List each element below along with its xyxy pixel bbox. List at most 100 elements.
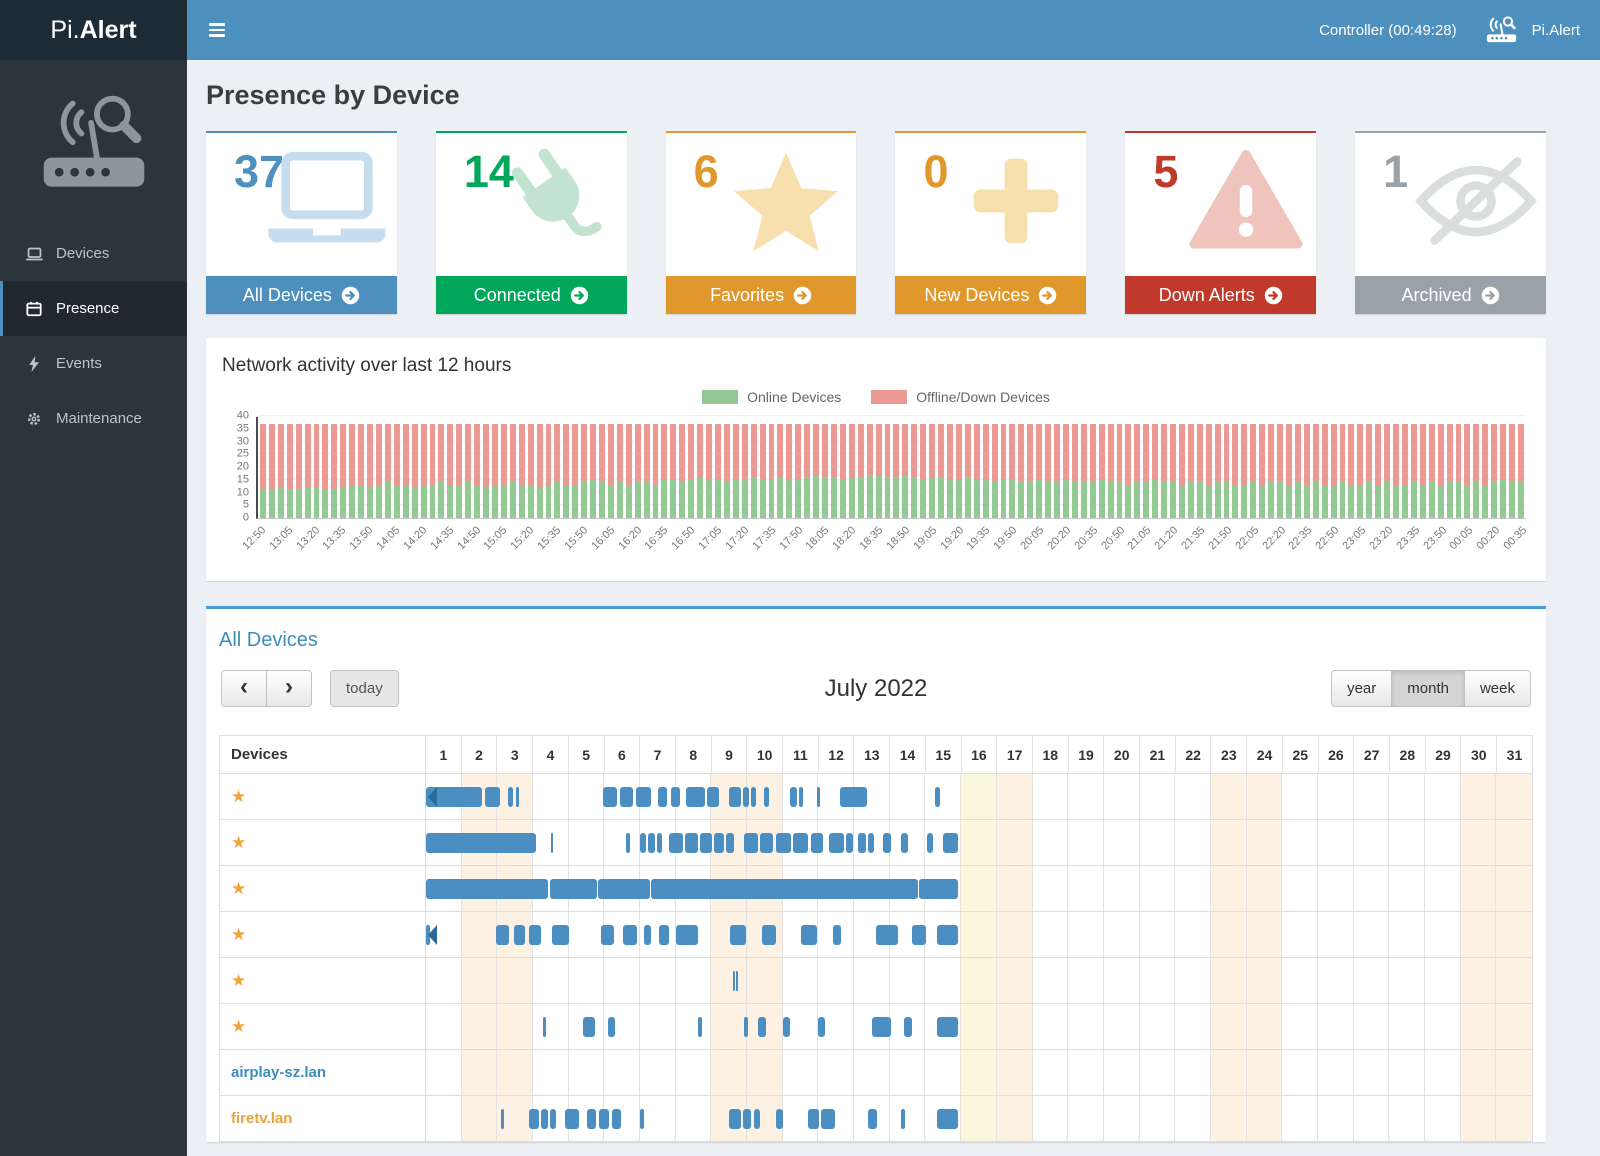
legend-offline-down-devices[interactable]: Offline/Down Devices [871, 389, 1050, 405]
presence-bar [801, 925, 817, 945]
day-cell [890, 1096, 926, 1141]
presence-bar [911, 925, 927, 945]
view-month-button[interactable]: month [1391, 670, 1465, 707]
day-cell [1389, 1004, 1425, 1049]
presence-bar [901, 833, 909, 853]
activity-bar [1089, 423, 1096, 518]
day-cell [1425, 866, 1461, 911]
day-cell [1318, 912, 1354, 957]
day-header-6: 6 [605, 736, 641, 773]
day-cell [1210, 866, 1247, 911]
device-cell: airplay-sz.lan [220, 1050, 426, 1095]
view-year-button[interactable]: year [1331, 670, 1393, 707]
device-name[interactable]: firetv.lan [231, 1110, 293, 1127]
summary-card-archived[interactable]: 1 Archived [1355, 131, 1546, 314]
summary-card-favorites[interactable]: 6 Favorites [665, 131, 857, 314]
activity-bar [268, 423, 275, 518]
sidebar-item-maintenance[interactable]: Maintenance [0, 391, 187, 446]
day-cell [890, 774, 926, 819]
day-header-9: 9 [712, 736, 748, 773]
day-cell [1389, 1050, 1425, 1095]
card-link-all-devices[interactable]: All Devices [206, 276, 397, 314]
today-button[interactable]: today [330, 670, 399, 707]
activity-bar [866, 423, 873, 518]
card-count: 14 [463, 146, 514, 197]
favorite-star-icon[interactable]: ★ [231, 971, 247, 990]
favorite-star-icon[interactable]: ★ [231, 925, 247, 944]
favorite-star-icon[interactable]: ★ [231, 1017, 247, 1036]
network-activity-panel: Network activity over last 12 hours Onli… [206, 338, 1546, 581]
logo-suffix: Alert [79, 15, 137, 44]
day-cell [1389, 866, 1425, 911]
day-cell [1460, 820, 1497, 865]
laptop-icon [25, 246, 43, 262]
card-count: 1 [1383, 146, 1409, 197]
presence-bar [936, 925, 958, 945]
card-link-new-devices[interactable]: New Devices [895, 276, 1087, 314]
day-cell [1496, 820, 1532, 865]
day-cell [1354, 958, 1390, 1003]
day-cell [890, 1050, 926, 1095]
prev-month-button[interactable]: ‹ [221, 670, 267, 707]
day-cell [1140, 866, 1176, 911]
presence-bar [821, 1109, 835, 1129]
day-cell [1140, 1096, 1176, 1141]
calendar-day-headers: 1 2 3 4 5 6 7 8 9 10 11 12 13 14 15 16 17 18 19 20 21 22 23 24 2… [426, 736, 1532, 773]
day-cell [604, 1096, 641, 1141]
summary-card-down-alerts[interactable]: 5 Down Alerts [1125, 131, 1317, 314]
day-cell [1210, 1050, 1247, 1095]
summary-card-connected[interactable]: 14 Connected [435, 131, 627, 314]
activity-bar [991, 423, 998, 518]
device-cell: firetv.lan [220, 1096, 426, 1141]
day-cell [533, 1004, 569, 1049]
card-link-down-alerts[interactable]: Down Alerts [1125, 276, 1317, 314]
sidebar-item-devices[interactable]: Devices [0, 226, 187, 281]
activity-bar [634, 423, 641, 518]
card-body: 5 [1125, 133, 1316, 276]
activity-bar [1107, 423, 1114, 518]
activity-bar [938, 423, 944, 518]
summary-card-all-devices[interactable]: 37 All Devices [206, 131, 397, 314]
sidebar-toggle-button[interactable] [207, 17, 227, 43]
sidebar-item-events[interactable]: Events [0, 336, 187, 391]
presence-bar [904, 1017, 913, 1037]
day-cell [1460, 1096, 1497, 1141]
next-month-button[interactable]: › [266, 670, 312, 707]
day-header-21: 21 [1140, 736, 1176, 773]
app-logo[interactable]: Pi. Alert [0, 0, 187, 60]
device-name[interactable]: airplay-sz.lan [231, 1064, 327, 1081]
x-axis-label: 18:35 [857, 524, 886, 553]
arrow-circle-right-icon [341, 286, 360, 305]
day-cell [1425, 820, 1461, 865]
activity-bar [393, 423, 400, 518]
day-cell [783, 1004, 819, 1049]
day-cell [1354, 866, 1390, 911]
day-cell [996, 866, 1033, 911]
day-cell [1140, 774, 1176, 819]
activity-bar [313, 423, 320, 518]
day-cell [1068, 1050, 1104, 1095]
summary-card-new-devices[interactable]: 0 New Devices [895, 131, 1087, 314]
day-cell [854, 1096, 890, 1141]
x-axis-label: 22:35 [1286, 524, 1315, 553]
day-cell [1282, 774, 1318, 819]
favorite-star-icon[interactable]: ★ [231, 833, 247, 852]
card-link-archived[interactable]: Archived [1355, 276, 1546, 314]
legend-online-devices[interactable]: Online Devices [702, 389, 841, 405]
day-cell [890, 1004, 926, 1049]
card-link-favorites[interactable]: Favorites [665, 276, 857, 314]
favorite-star-icon[interactable]: ★ [231, 879, 247, 898]
day-header-7: 7 [640, 736, 676, 773]
day-cell [1496, 1050, 1532, 1095]
navbar-brand[interactable]: Pi.Alert [1531, 21, 1580, 39]
card-link-connected[interactable]: Connected [435, 276, 627, 314]
view-week-button[interactable]: week [1463, 670, 1531, 707]
presence-bar [550, 1109, 556, 1129]
y-axis-label: 5 [242, 498, 249, 511]
all-devices-title[interactable]: All Devices [219, 629, 318, 651]
favorite-star-icon[interactable]: ★ [231, 787, 247, 806]
network-activity-chart: 0 5 10 15 20 25 30 35 40 [237, 410, 1526, 523]
sidebar-item-presence[interactable]: Presence [0, 281, 187, 337]
x-axis-label: 22:20 [1259, 524, 1288, 553]
presence-bar [743, 833, 758, 853]
